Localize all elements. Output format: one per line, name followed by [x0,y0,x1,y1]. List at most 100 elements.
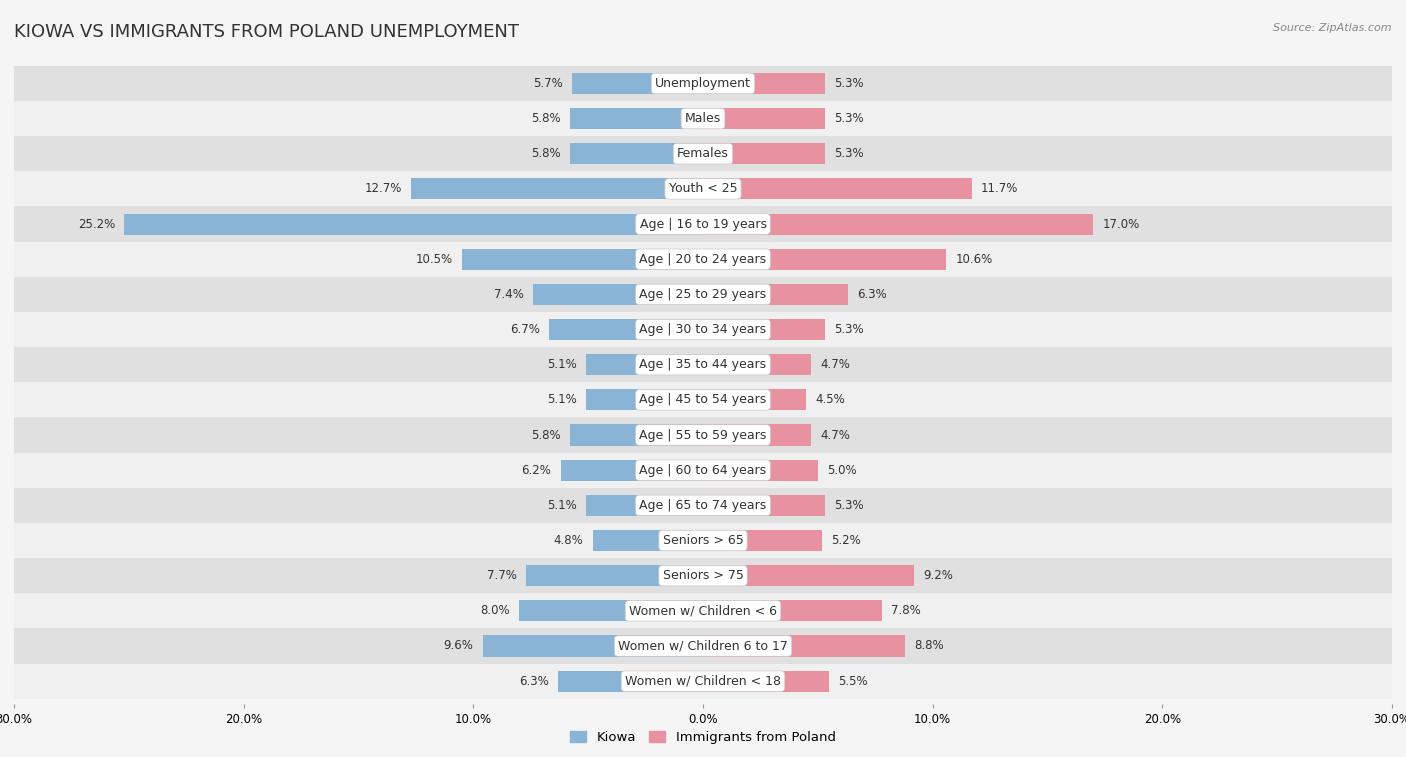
Bar [550,319,703,340]
Bar [703,600,882,621]
Bar [519,600,703,621]
Bar [703,319,825,340]
Text: 5.1%: 5.1% [547,358,576,371]
Bar [703,635,905,656]
Bar [586,354,703,375]
Text: Age | 60 to 64 years: Age | 60 to 64 years [640,464,766,477]
Bar [14,382,1392,417]
Bar [703,354,811,375]
Text: 5.7%: 5.7% [533,77,562,90]
Bar [703,459,818,481]
Text: 4.5%: 4.5% [815,394,845,407]
Text: KIOWA VS IMMIGRANTS FROM POLAND UNEMPLOYMENT: KIOWA VS IMMIGRANTS FROM POLAND UNEMPLOY… [14,23,519,41]
Bar [14,593,1392,628]
Bar [703,179,972,199]
Bar [593,530,703,551]
Text: 5.1%: 5.1% [547,394,576,407]
Bar [703,425,811,446]
Text: 4.7%: 4.7% [820,428,851,441]
Text: Age | 65 to 74 years: Age | 65 to 74 years [640,499,766,512]
Text: 5.5%: 5.5% [838,674,868,687]
Text: Source: ZipAtlas.com: Source: ZipAtlas.com [1274,23,1392,33]
Bar [586,389,703,410]
Bar [14,136,1392,171]
Text: 6.3%: 6.3% [519,674,550,687]
Text: Age | 20 to 24 years: Age | 20 to 24 years [640,253,766,266]
Text: 6.3%: 6.3% [856,288,887,301]
Text: 5.3%: 5.3% [834,112,863,125]
Bar [14,101,1392,136]
Bar [703,213,1094,235]
Text: 5.8%: 5.8% [531,148,561,160]
Text: 5.3%: 5.3% [834,323,863,336]
Bar [14,171,1392,207]
Text: Age | 25 to 29 years: Age | 25 to 29 years [640,288,766,301]
Text: Youth < 25: Youth < 25 [669,182,737,195]
Text: Age | 30 to 34 years: Age | 30 to 34 years [640,323,766,336]
Bar [703,495,825,516]
Text: Age | 35 to 44 years: Age | 35 to 44 years [640,358,766,371]
Text: 5.2%: 5.2% [831,534,862,547]
Bar [558,671,703,692]
Bar [703,248,946,269]
Bar [14,277,1392,312]
Text: Age | 45 to 54 years: Age | 45 to 54 years [640,394,766,407]
Text: 5.0%: 5.0% [827,464,856,477]
Bar [586,495,703,516]
Bar [124,213,703,235]
Bar [14,207,1392,241]
Bar [14,312,1392,347]
Text: 10.6%: 10.6% [956,253,993,266]
Text: 4.7%: 4.7% [820,358,851,371]
Text: 10.5%: 10.5% [416,253,453,266]
Text: 6.7%: 6.7% [510,323,540,336]
Bar [14,664,1392,699]
Bar [703,73,825,94]
Bar [569,108,703,129]
Bar [14,347,1392,382]
Text: 25.2%: 25.2% [77,217,115,231]
Bar [526,565,703,586]
Text: 17.0%: 17.0% [1102,217,1140,231]
Bar [14,523,1392,558]
Text: Women w/ Children 6 to 17: Women w/ Children 6 to 17 [619,640,787,653]
Text: 8.8%: 8.8% [914,640,943,653]
Bar [14,488,1392,523]
Bar [461,248,703,269]
Text: 11.7%: 11.7% [981,182,1018,195]
Text: 5.3%: 5.3% [834,499,863,512]
Text: Women w/ Children < 6: Women w/ Children < 6 [628,604,778,617]
Bar [14,66,1392,101]
Text: 7.8%: 7.8% [891,604,921,617]
Text: Males: Males [685,112,721,125]
Text: 7.4%: 7.4% [494,288,524,301]
Bar [412,179,703,199]
Text: 5.8%: 5.8% [531,428,561,441]
Text: Women w/ Children < 18: Women w/ Children < 18 [626,674,780,687]
Text: 4.8%: 4.8% [554,534,583,547]
Bar [569,143,703,164]
Text: 8.0%: 8.0% [481,604,510,617]
Text: Females: Females [678,148,728,160]
Bar [703,565,914,586]
Text: 5.1%: 5.1% [547,499,576,512]
Text: 12.7%: 12.7% [364,182,402,195]
Bar [703,671,830,692]
Text: 7.7%: 7.7% [486,569,517,582]
Bar [14,628,1392,664]
Text: Seniors > 65: Seniors > 65 [662,534,744,547]
Bar [14,417,1392,453]
Text: 6.2%: 6.2% [522,464,551,477]
Text: Age | 16 to 19 years: Age | 16 to 19 years [640,217,766,231]
Text: 9.2%: 9.2% [924,569,953,582]
Text: 5.8%: 5.8% [531,112,561,125]
Text: 5.3%: 5.3% [834,148,863,160]
Bar [572,73,703,94]
Text: 9.6%: 9.6% [443,640,474,653]
Bar [703,108,825,129]
Bar [703,143,825,164]
Bar [482,635,703,656]
Legend: Kiowa, Immigrants from Poland: Kiowa, Immigrants from Poland [565,725,841,749]
Bar [14,453,1392,488]
Bar [703,530,823,551]
